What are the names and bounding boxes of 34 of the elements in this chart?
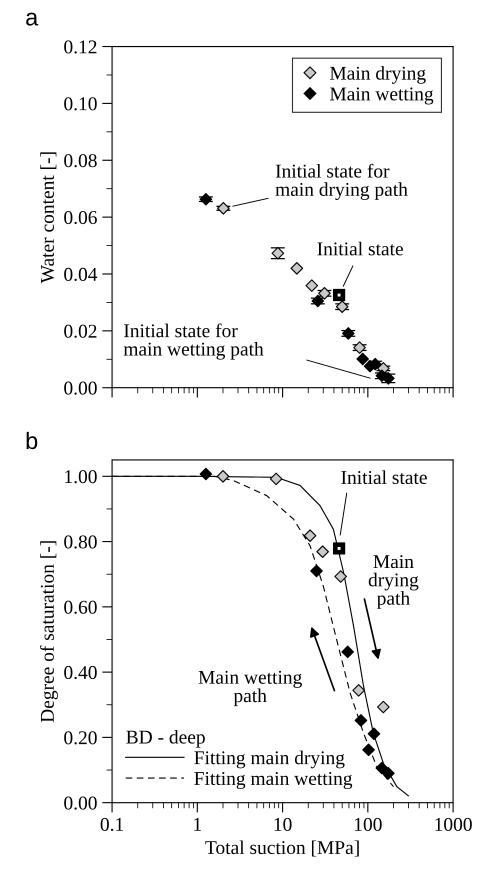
x-tick-label: 1000 (435, 818, 472, 831)
x-axis-title: Total suction [MPa] (205, 840, 359, 857)
annotation: Initial state (341, 470, 427, 484)
y-tick-label: 0.06 (64, 210, 97, 224)
y-tick-label: 1.00 (65, 470, 97, 484)
y-tick-label: 0.08 (64, 154, 97, 168)
text: a (26, 12, 38, 26)
y-tick-label: 0.04 (64, 268, 98, 282)
annotation: Main drying path (368, 555, 418, 609)
y-tick-label: 0.00 (64, 382, 97, 395)
text: b (26, 432, 38, 450)
legend-label: Fitting main drying (194, 750, 345, 768)
y-tick-label: 0.10 (64, 97, 97, 110)
annotation: Initial state for main drying path (275, 164, 408, 200)
legend-label: Fitting main wetting (194, 772, 352, 790)
annotation: Initial state (317, 242, 403, 256)
y-tick-label: 0.60 (64, 600, 97, 614)
legend-title: BD - deep (126, 730, 205, 748)
x-tick-label: 0.1 (100, 818, 124, 832)
x-tick-label: 1 (194, 818, 202, 831)
annotation: Initial state for main wetting path (124, 323, 264, 360)
y-tick-label: 0.02 (64, 324, 96, 338)
y-axis-title: Degree of saturation [-] (40, 541, 58, 722)
legend-label: Main wetting (330, 87, 434, 105)
annotation: Main wetting path (198, 670, 302, 706)
y-tick-label: 0.00 (64, 796, 97, 810)
x-tick-label: 100 (354, 818, 382, 831)
y-tick-label: 0.40 (64, 666, 97, 680)
y-tick-label: 0.20 (64, 731, 97, 744)
y-tick-label: 0.12 (64, 40, 96, 54)
y-axis-title: Water content [-] (40, 152, 56, 284)
y-tick-label: 0.80 (64, 535, 97, 549)
x-tick-label: 10 (274, 818, 292, 831)
legend-label: Main drying (330, 66, 426, 84)
